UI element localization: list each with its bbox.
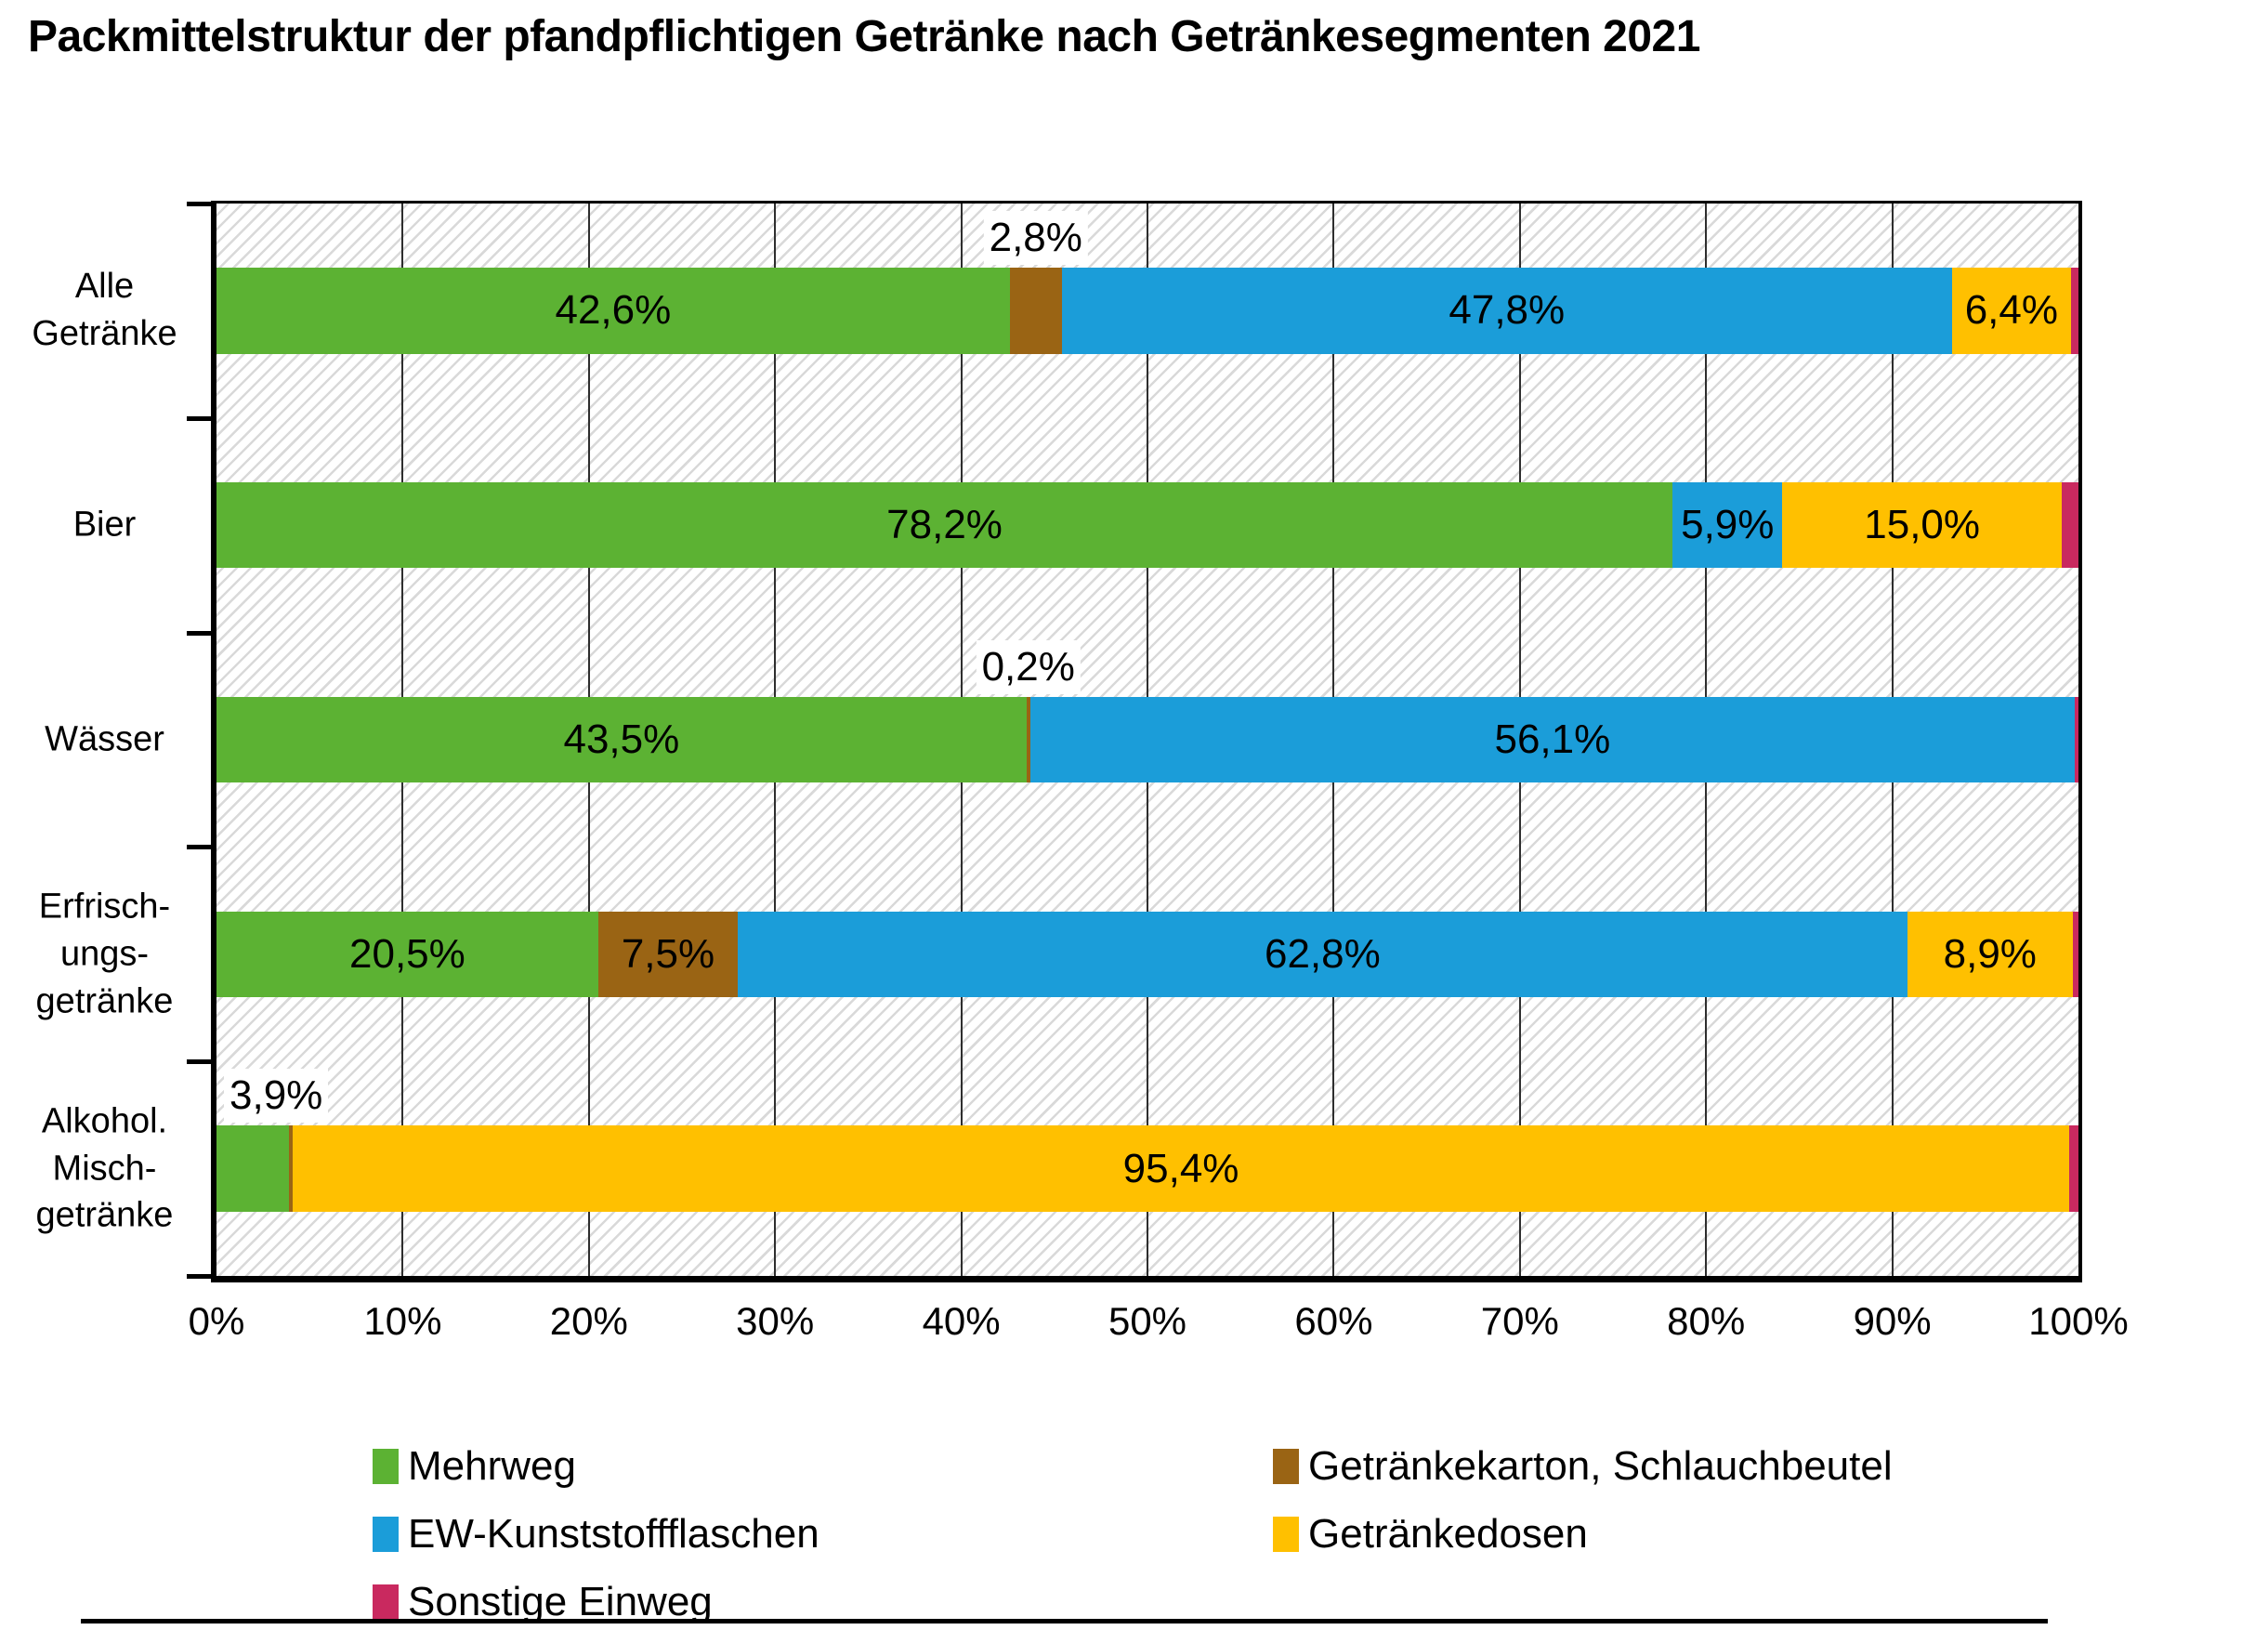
legend-item: Mehrweg — [373, 1443, 576, 1490]
bar-segment — [2074, 696, 2078, 783]
bar-segment: 5,9% — [1672, 482, 1783, 569]
y-axis-tick — [187, 1059, 211, 1065]
legend-item: Getränkekarton, Schlauchbeutel — [1273, 1443, 1893, 1490]
category-label: Erfrisch-ungs-getränke — [35, 887, 174, 1021]
x-axis-tick-label: 70% — [1480, 1299, 1559, 1343]
bar-value-label: 42,6% — [555, 287, 672, 334]
category-label: Alkohol. Misch-getränke — [35, 1101, 174, 1236]
x-axis-tick-label: 30% — [736, 1299, 815, 1343]
x-axis-tick-label: 0% — [188, 1299, 245, 1343]
legend-swatch — [1273, 1449, 1299, 1484]
bar-value-label: 56,1% — [1494, 716, 1611, 762]
bottom-rule — [81, 1619, 2048, 1623]
bar-value-label: 78,2% — [886, 502, 1003, 548]
x-axis-tick-labels: 0% 10% 20% 30% 40% 50% 60% 70% 80% 90% 100% — [189, 1299, 2129, 1355]
bar-value-label: 20,5% — [349, 930, 465, 977]
legend-swatch — [373, 1584, 399, 1620]
chart-title: Packmittelstruktur der pfandpflichtigen … — [28, 12, 1700, 61]
category-label: Alle Getränke — [32, 267, 177, 354]
bar-segment: 78,2% — [216, 482, 1673, 569]
bar-segment — [2061, 482, 2078, 569]
legend-swatch — [373, 1449, 399, 1484]
bar-segment: 42,6% — [216, 268, 1010, 354]
stacked-bar: 20,5% 7,5% 62,8% 8,9% — [216, 911, 2078, 997]
bar-segment: 15,0% — [1782, 482, 2062, 569]
bar-segment: 62,8% — [738, 911, 1907, 997]
x-axis-tick-label: 20% — [549, 1299, 628, 1343]
y-axis-tick — [187, 1274, 211, 1279]
x-axis-tick-label: 10% — [363, 1299, 442, 1343]
x-axis-tick-label: 90% — [1853, 1299, 1932, 1343]
x-axis-tick-label: 40% — [922, 1299, 1001, 1343]
x-axis-tick-label: 100% — [2028, 1299, 2129, 1343]
bar-value-label-above: 3,9% — [224, 1069, 329, 1124]
legend-label: EW-Kunststoffflaschen — [408, 1511, 819, 1557]
legend-item: Getränkedosen — [1273, 1511, 1588, 1558]
x-axis-tick-label: 60% — [1294, 1299, 1373, 1343]
bar-segment: 8,9% — [1907, 911, 2073, 997]
bar-segment: 47,8% — [1061, 268, 1952, 354]
bar-segment: 43,5% — [216, 696, 1027, 783]
stacked-bar: 78,2% 5,9% 15,0% — [216, 482, 2078, 569]
bar-row-1: 42,6% 47,8% 6,4% 2,8% — [216, 204, 2078, 418]
bar-value-label: 95,4% — [1122, 1145, 1239, 1191]
bar-row-4: 20,5% 7,5% 62,8% 8,9% — [216, 847, 2078, 1061]
plot-area: 42,6% 47,8% 6,4% 2,8% 78,2% 5,9% 15,0% 43,5% 56,… — [187, 201, 2082, 1282]
bar-segment: 6,4% — [1951, 268, 2071, 354]
stacked-bar: 43,5% 56,1% — [216, 696, 2078, 783]
bar-segment — [289, 1125, 294, 1212]
bar-value-label: 47,8% — [1449, 287, 1566, 334]
bar-value-label: 8,9% — [1943, 930, 2037, 977]
bar-value-label: 15,0% — [1864, 502, 1981, 548]
y-axis-tick — [187, 630, 211, 636]
bar-segment: 20,5% — [216, 911, 598, 997]
stacked-bar: 95,4% — [216, 1125, 2078, 1212]
category-label: Bier — [72, 505, 137, 545]
bar-segment: 7,5% — [597, 911, 739, 997]
x-axis-tick-label: 80% — [1667, 1299, 1746, 1343]
legend-item: EW-Kunststoffflaschen — [373, 1511, 819, 1558]
y-axis-category-labels: Alle Getränke Bier Wässer Erfrisch-ungs-getr… — [9, 204, 200, 1276]
y-axis-tick — [187, 202, 211, 206]
bar-segment — [2068, 1125, 2078, 1212]
category-label: Wässer — [45, 719, 164, 759]
bar-segment: 56,1% — [1029, 696, 2075, 783]
stacked-bar: 42,6% 47,8% 6,4% — [216, 268, 2078, 354]
legend-label: Getränkekarton, Schlauchbeutel — [1308, 1443, 1893, 1489]
bar-value-label-above: 2,8% — [983, 211, 1088, 265]
bar-row-2: 78,2% 5,9% 15,0% — [216, 418, 2078, 633]
bar-segment — [216, 1125, 290, 1212]
legend-label: Getränkedosen — [1308, 1511, 1588, 1557]
bar-value-label: 62,8% — [1264, 930, 1381, 977]
bar-value-label: 43,5% — [563, 716, 680, 762]
x-axis-tick-label: 50% — [1108, 1299, 1187, 1343]
legend-swatch — [373, 1517, 399, 1552]
legend-swatch — [1273, 1517, 1299, 1552]
legend-label: Mehrweg — [408, 1443, 576, 1489]
bar-segment — [2072, 911, 2078, 997]
bar-segment — [1026, 696, 1030, 783]
bar-value-label-above: 0,2% — [976, 639, 1081, 694]
y-axis-tick — [187, 845, 211, 850]
bar-row-3: 43,5% 56,1% 0,2% — [216, 633, 2078, 848]
bar-segment: 95,4% — [293, 1125, 2069, 1212]
bar-segment — [2070, 268, 2078, 354]
y-axis-tick — [187, 415, 211, 421]
bar-segment — [1009, 268, 1062, 354]
bar-row-5: 95,4% 3,9% — [216, 1061, 2078, 1276]
bar-value-label: 6,4% — [1964, 287, 2058, 334]
bar-value-label: 5,9% — [1681, 502, 1775, 548]
bar-value-label: 7,5% — [621, 930, 715, 977]
